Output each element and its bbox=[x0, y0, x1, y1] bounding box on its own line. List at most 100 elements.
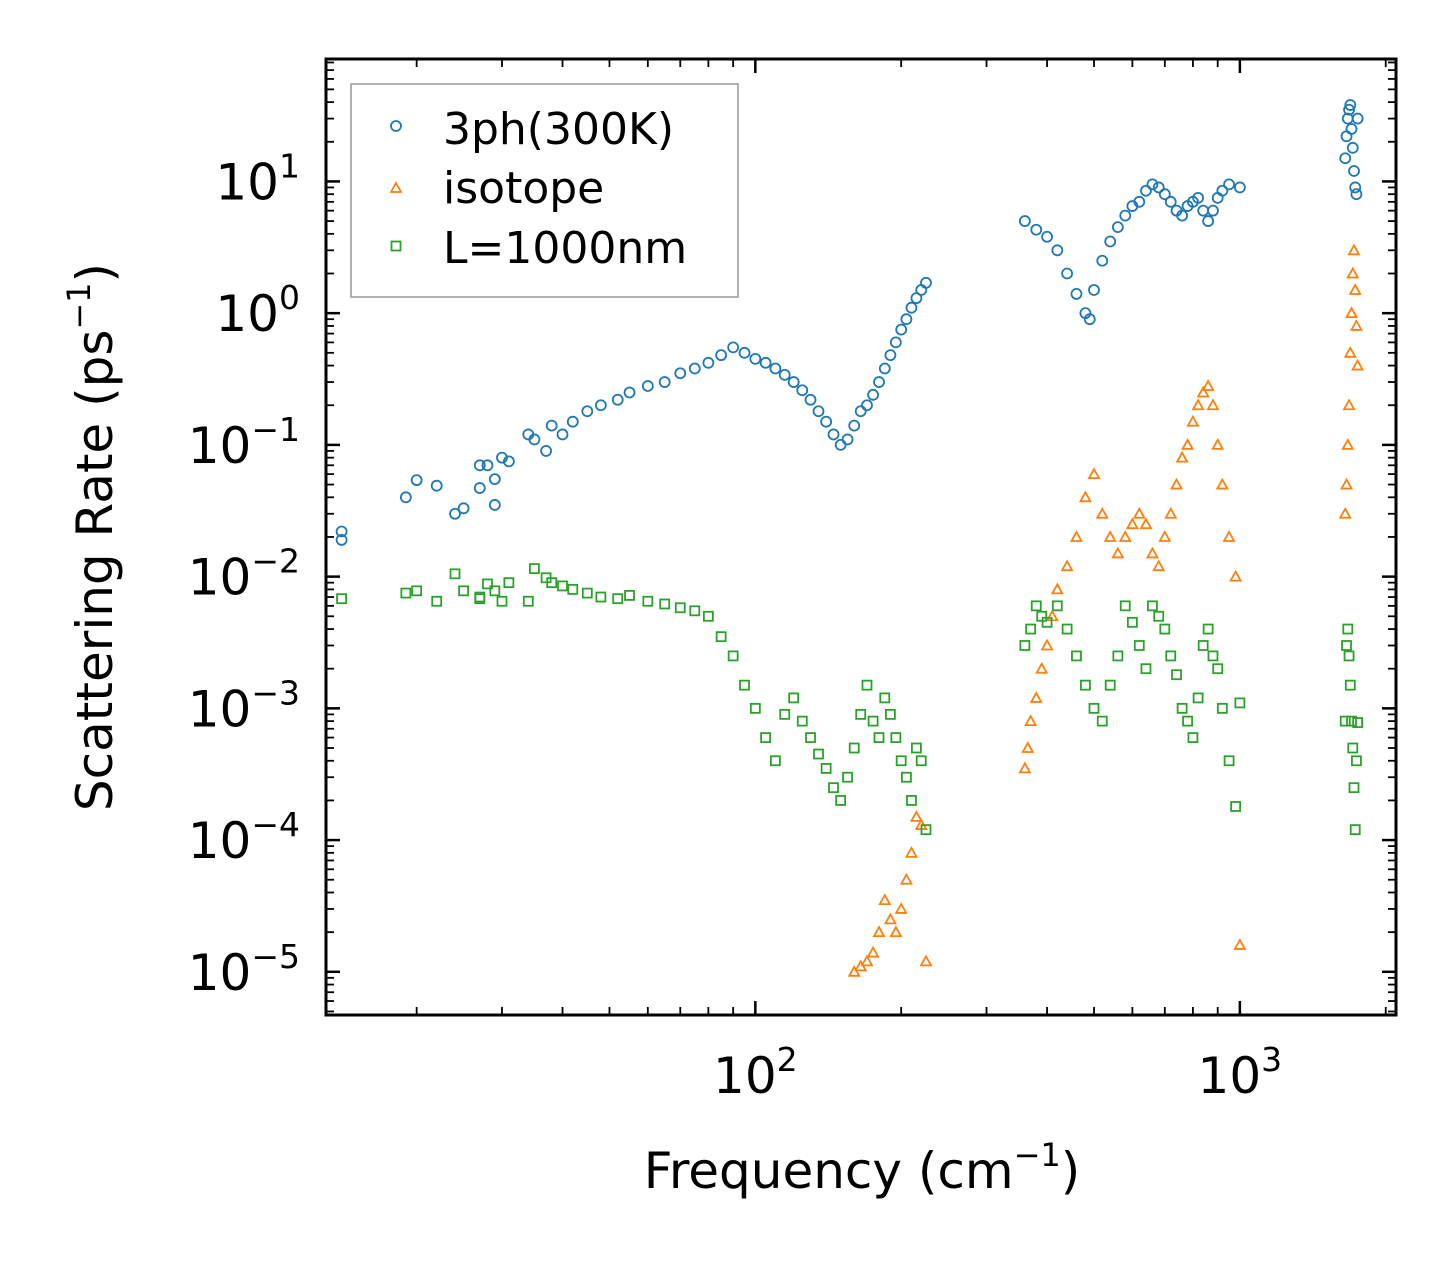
data-point bbox=[1181, 438, 1195, 450]
data-point bbox=[727, 650, 739, 662]
data-point bbox=[873, 376, 885, 388]
data-point bbox=[895, 323, 908, 336]
data-point bbox=[1202, 215, 1215, 227]
data-point bbox=[1350, 188, 1363, 201]
data-point bbox=[1152, 181, 1165, 194]
data-point bbox=[1153, 610, 1165, 622]
data-point bbox=[1088, 702, 1100, 714]
data-point bbox=[1164, 506, 1178, 519]
data-point bbox=[1021, 741, 1035, 753]
data-point bbox=[1234, 697, 1246, 709]
data-point bbox=[769, 362, 782, 375]
data-point bbox=[778, 368, 791, 381]
data-point bbox=[1349, 181, 1362, 194]
data-point bbox=[1342, 623, 1354, 635]
data-point bbox=[1343, 650, 1355, 662]
data-point bbox=[804, 393, 817, 406]
data-point bbox=[1216, 702, 1228, 714]
data-point bbox=[473, 459, 486, 472]
data-point bbox=[919, 954, 933, 967]
data-point bbox=[641, 380, 654, 392]
data-point bbox=[1233, 938, 1247, 950]
data-point bbox=[1041, 616, 1053, 628]
data-point bbox=[900, 771, 912, 783]
data-point bbox=[612, 593, 624, 605]
data-point bbox=[867, 715, 879, 727]
x-axis-label: Frequency (cm−1) bbox=[644, 1136, 1081, 1200]
data-point bbox=[400, 587, 412, 599]
y-axis-label: Scattering Rate (ps−1) bbox=[60, 263, 124, 811]
data-point bbox=[1351, 112, 1364, 125]
data-point bbox=[788, 692, 800, 704]
data-point bbox=[895, 755, 907, 767]
data-point bbox=[1233, 181, 1246, 194]
data-point bbox=[1071, 650, 1082, 662]
data-point bbox=[1346, 141, 1359, 154]
data-point bbox=[496, 451, 508, 464]
data-point bbox=[873, 732, 885, 743]
data-point bbox=[1087, 467, 1101, 480]
data-point bbox=[872, 925, 886, 938]
data-point bbox=[1169, 477, 1184, 490]
data-point bbox=[855, 708, 867, 720]
data-point bbox=[861, 399, 873, 412]
data-point bbox=[769, 755, 781, 767]
data-point bbox=[738, 346, 751, 359]
data-point bbox=[1158, 188, 1171, 201]
data-point bbox=[457, 502, 470, 515]
data-point bbox=[623, 386, 636, 399]
series-square bbox=[336, 563, 1364, 836]
data-point bbox=[1229, 569, 1243, 582]
data-point bbox=[557, 580, 568, 592]
legend-marker-isotope bbox=[389, 181, 403, 193]
data-point bbox=[1140, 184, 1152, 197]
data-point bbox=[546, 577, 558, 589]
data-point bbox=[411, 585, 423, 597]
data-point bbox=[1191, 398, 1205, 411]
data-point bbox=[1348, 782, 1360, 794]
legend-marker-boundary bbox=[390, 240, 402, 252]
data-point bbox=[1341, 640, 1352, 651]
data-point bbox=[1029, 691, 1043, 703]
data-point bbox=[528, 433, 541, 446]
data-point bbox=[866, 945, 880, 958]
data-point bbox=[727, 341, 740, 354]
data-point bbox=[458, 585, 470, 597]
data-point bbox=[1171, 669, 1182, 681]
data-point bbox=[879, 692, 891, 704]
data-point bbox=[1051, 600, 1063, 612]
data-point bbox=[1096, 254, 1109, 267]
data-point bbox=[1201, 379, 1215, 391]
data-point bbox=[567, 583, 579, 595]
data-point bbox=[1051, 244, 1064, 257]
data-point bbox=[1126, 616, 1138, 628]
data-point bbox=[1112, 650, 1124, 662]
data-point bbox=[1344, 679, 1356, 691]
data-point bbox=[1146, 178, 1159, 191]
data-point bbox=[889, 336, 902, 349]
data-point bbox=[581, 405, 594, 418]
data-point bbox=[796, 384, 809, 397]
data-point bbox=[449, 507, 461, 520]
data-point bbox=[878, 893, 892, 906]
data-point bbox=[909, 810, 923, 822]
data-point bbox=[1083, 313, 1096, 326]
data-point bbox=[1119, 209, 1132, 222]
y-tick-label: 10−5 bbox=[188, 937, 300, 1002]
x-tick-label: 102 bbox=[713, 1040, 798, 1105]
data-point bbox=[1096, 715, 1108, 727]
data-point bbox=[749, 352, 762, 365]
data-point bbox=[1018, 761, 1032, 774]
data-point bbox=[867, 388, 879, 401]
legend-label-isotope: isotope bbox=[443, 163, 604, 214]
data-point bbox=[566, 415, 579, 428]
data-point bbox=[1145, 546, 1159, 559]
data-point bbox=[1206, 398, 1220, 411]
data-point bbox=[828, 782, 839, 794]
data-point bbox=[878, 362, 891, 375]
data-point bbox=[1347, 243, 1361, 256]
data-point bbox=[1223, 755, 1235, 767]
data-point bbox=[688, 362, 701, 375]
data-point bbox=[1338, 506, 1352, 519]
